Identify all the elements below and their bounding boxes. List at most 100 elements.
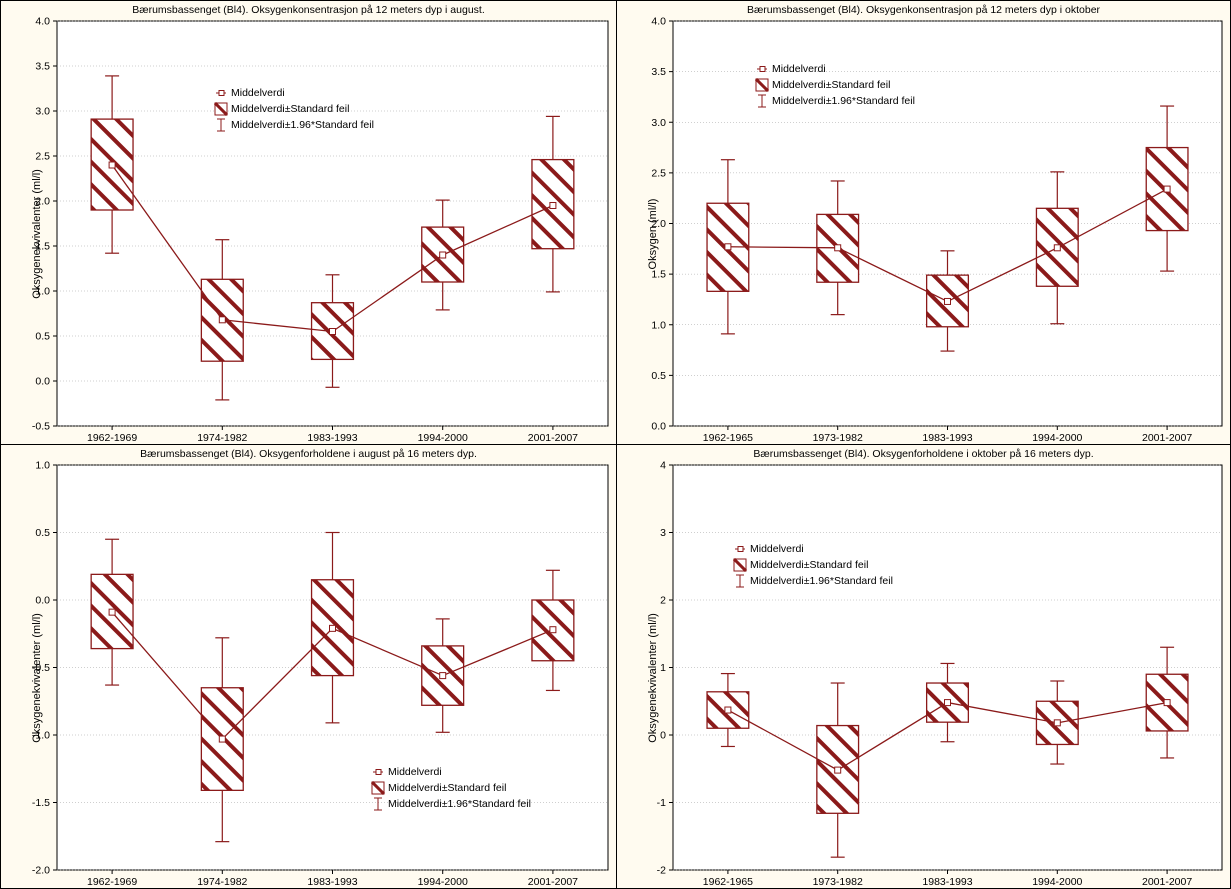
legend-item-se: Middelverdi±Standard feil: [214, 101, 374, 117]
x-tick-label: 1983-1993: [922, 432, 972, 444]
x-tick-label: 1983-1993: [922, 876, 972, 888]
mean-point: [834, 244, 842, 252]
mean-marker-icon: [757, 66, 767, 72]
x-tick-label: 2001-2007: [1142, 432, 1192, 444]
x-tick-label: 1974-1982: [197, 432, 247, 444]
x-tick-label: 1962-1969: [87, 432, 137, 444]
y-tick-label: 1.5: [651, 269, 666, 281]
y-tick-label: -2: [657, 865, 666, 877]
chart-title: Bærumsbassenget (Bl4). Oksygenkonsentras…: [746, 4, 1101, 16]
y-tick-label: 3.5: [651, 66, 666, 78]
mean-point: [108, 161, 116, 169]
x-tick-label: 1983-1993: [307, 432, 357, 444]
mean-point: [218, 316, 226, 324]
y-tick-label: 0.5: [35, 527, 50, 539]
y-tick-label: 1.5: [35, 241, 50, 253]
legend-se-label: Middelverdi±Standard feil: [750, 559, 869, 571]
legend: Middelverdi Middelverdi±Standard feil Mi…: [371, 764, 531, 812]
chart-plot: 0.0 0.5 1.0 1.5 2.0 2.5 3.0 3.5 4.0 1962-1965 1973…: [651, 16, 1223, 444]
mean-point: [1053, 244, 1061, 252]
mean-point: [329, 624, 336, 632]
mean-point: [329, 328, 336, 335]
y-tick-label: 2.5: [651, 167, 666, 179]
hatched-box-icon: [733, 558, 747, 572]
legend-item-se: Middelverdi±Standard feil: [733, 557, 893, 573]
mean-point: [218, 735, 226, 743]
legend-item-mean: Middelverdi: [371, 764, 531, 780]
whisker-icon: [736, 574, 744, 588]
y-tick-label: 1.0: [651, 319, 666, 331]
legend-item-ci: Middelverdi±1.96*Standard feil: [733, 573, 893, 589]
y-tick-label: -1.5: [32, 797, 50, 809]
y-tick-label: 3.0: [651, 117, 666, 129]
x-tick-label: 1974-1982: [197, 876, 247, 888]
y-tick-label: -2.0: [32, 865, 50, 877]
y-tick-label: 2.0: [651, 218, 666, 230]
y-tick-label: 3.5: [35, 61, 50, 73]
y-tick-label: 0.5: [651, 370, 666, 382]
legend-item-ci: Middelverdi±1.96*Standard feil: [755, 93, 915, 109]
y-tick-label: -0.5: [32, 421, 50, 433]
legend-item-mean: Middelverdi: [755, 61, 915, 77]
y-tick-label: 4.0: [35, 16, 50, 28]
mean-marker-icon: [373, 769, 383, 775]
y-tick-label: 2.0: [35, 196, 50, 208]
y-tick-label: 0.0: [651, 421, 666, 433]
x-tick-label: 1962-1969: [87, 876, 137, 888]
legend-ci-label: Middelverdi±1.96*Standard feil: [772, 95, 915, 107]
mean-point: [439, 251, 447, 259]
mean-point: [549, 202, 557, 209]
legend-ci-label: Middelverdi±1.96*Standard feil: [388, 798, 531, 810]
y-tick-label: 1.0: [35, 286, 50, 298]
chart-title: Bærumsbassenget (Bl4). Oksygenkonsentras…: [132, 4, 485, 16]
mean-point: [724, 706, 732, 714]
legend-item-mean: Middelverdi: [214, 85, 374, 101]
mean-point: [834, 766, 842, 774]
legend-se-label: Middelverdi±Standard feil: [388, 782, 507, 794]
mean-point: [944, 297, 951, 305]
legend-mean-label: Middelverdi: [772, 63, 826, 75]
legend-item-ci: Middelverdi±1.96*Standard feil: [371, 796, 531, 812]
legend: Middelverdi Middelverdi±Standard feil Mi…: [755, 61, 915, 109]
legend-ci-label: Middelverdi±1.96*Standard feil: [750, 575, 893, 587]
y-tick-label: 0.0: [35, 595, 50, 607]
legend-mean-label: Middelverdi: [388, 766, 442, 778]
y-tick-label: 4.0: [651, 16, 666, 28]
mean-point: [944, 699, 951, 707]
y-tick-label: 0: [660, 730, 666, 742]
x-tick-label: 1994-2000: [1032, 876, 1082, 888]
mean-point: [1163, 699, 1171, 707]
legend-se-label: Middelverdi±Standard feil: [231, 103, 350, 115]
legend-mean-label: Middelverdi: [750, 543, 804, 555]
y-tick-label: -0.5: [32, 662, 50, 674]
mean-point: [549, 626, 557, 634]
legend-item-se: Middelverdi±Standard feil: [755, 77, 915, 93]
box-group: [925, 662, 970, 743]
chart-panel-1: Bærumsbassenget (Bl4). Oksygenkonsentras…: [0, 0, 617, 445]
x-tick-label: 1994-2000: [418, 432, 468, 444]
mean-marker-icon: [735, 546, 745, 552]
y-tick-label: 0.0: [35, 376, 50, 388]
mean-marker-icon: [216, 90, 226, 96]
legend-item-se: Middelverdi±Standard feil: [371, 780, 531, 796]
x-tick-label: 1973-1982: [813, 432, 863, 444]
legend-item-ci: Middelverdi±1.96*Standard feil: [214, 117, 374, 133]
x-tick-label: 1994-2000: [1032, 432, 1082, 444]
x-tick-label: 1994-2000: [418, 876, 468, 888]
chart-title: Bærumsbassenget (Bl4). Oksygenforholdene…: [140, 448, 477, 460]
legend: Middelverdi Middelverdi±Standard feil Mi…: [214, 85, 374, 133]
y-tick-label: -1: [657, 797, 666, 809]
hatched-box-icon: [371, 781, 385, 795]
legend-item-mean: Middelverdi: [733, 541, 893, 557]
chart-plot: -2.0 -1.5 -1.0 -0.5 0.0 0.5 1.0 1962-1969 1974-1…: [32, 460, 609, 888]
legend-ci-label: Middelverdi±1.96*Standard feil: [231, 119, 374, 131]
mean-point: [439, 672, 447, 680]
legend-mean-label: Middelverdi: [231, 87, 285, 99]
y-tick-label: -1.0: [32, 730, 50, 742]
x-tick-label: 1962-1965: [703, 432, 753, 444]
hatched-box-icon: [214, 102, 228, 116]
y-tick-label: 3: [660, 527, 666, 539]
chart-plot: -0.5 0.0 0.5 1.0 1.5 2.0 2.5 3.0 3.5 4.0 1962-1969…: [32, 16, 609, 444]
y-tick-label: 2: [660, 595, 666, 607]
